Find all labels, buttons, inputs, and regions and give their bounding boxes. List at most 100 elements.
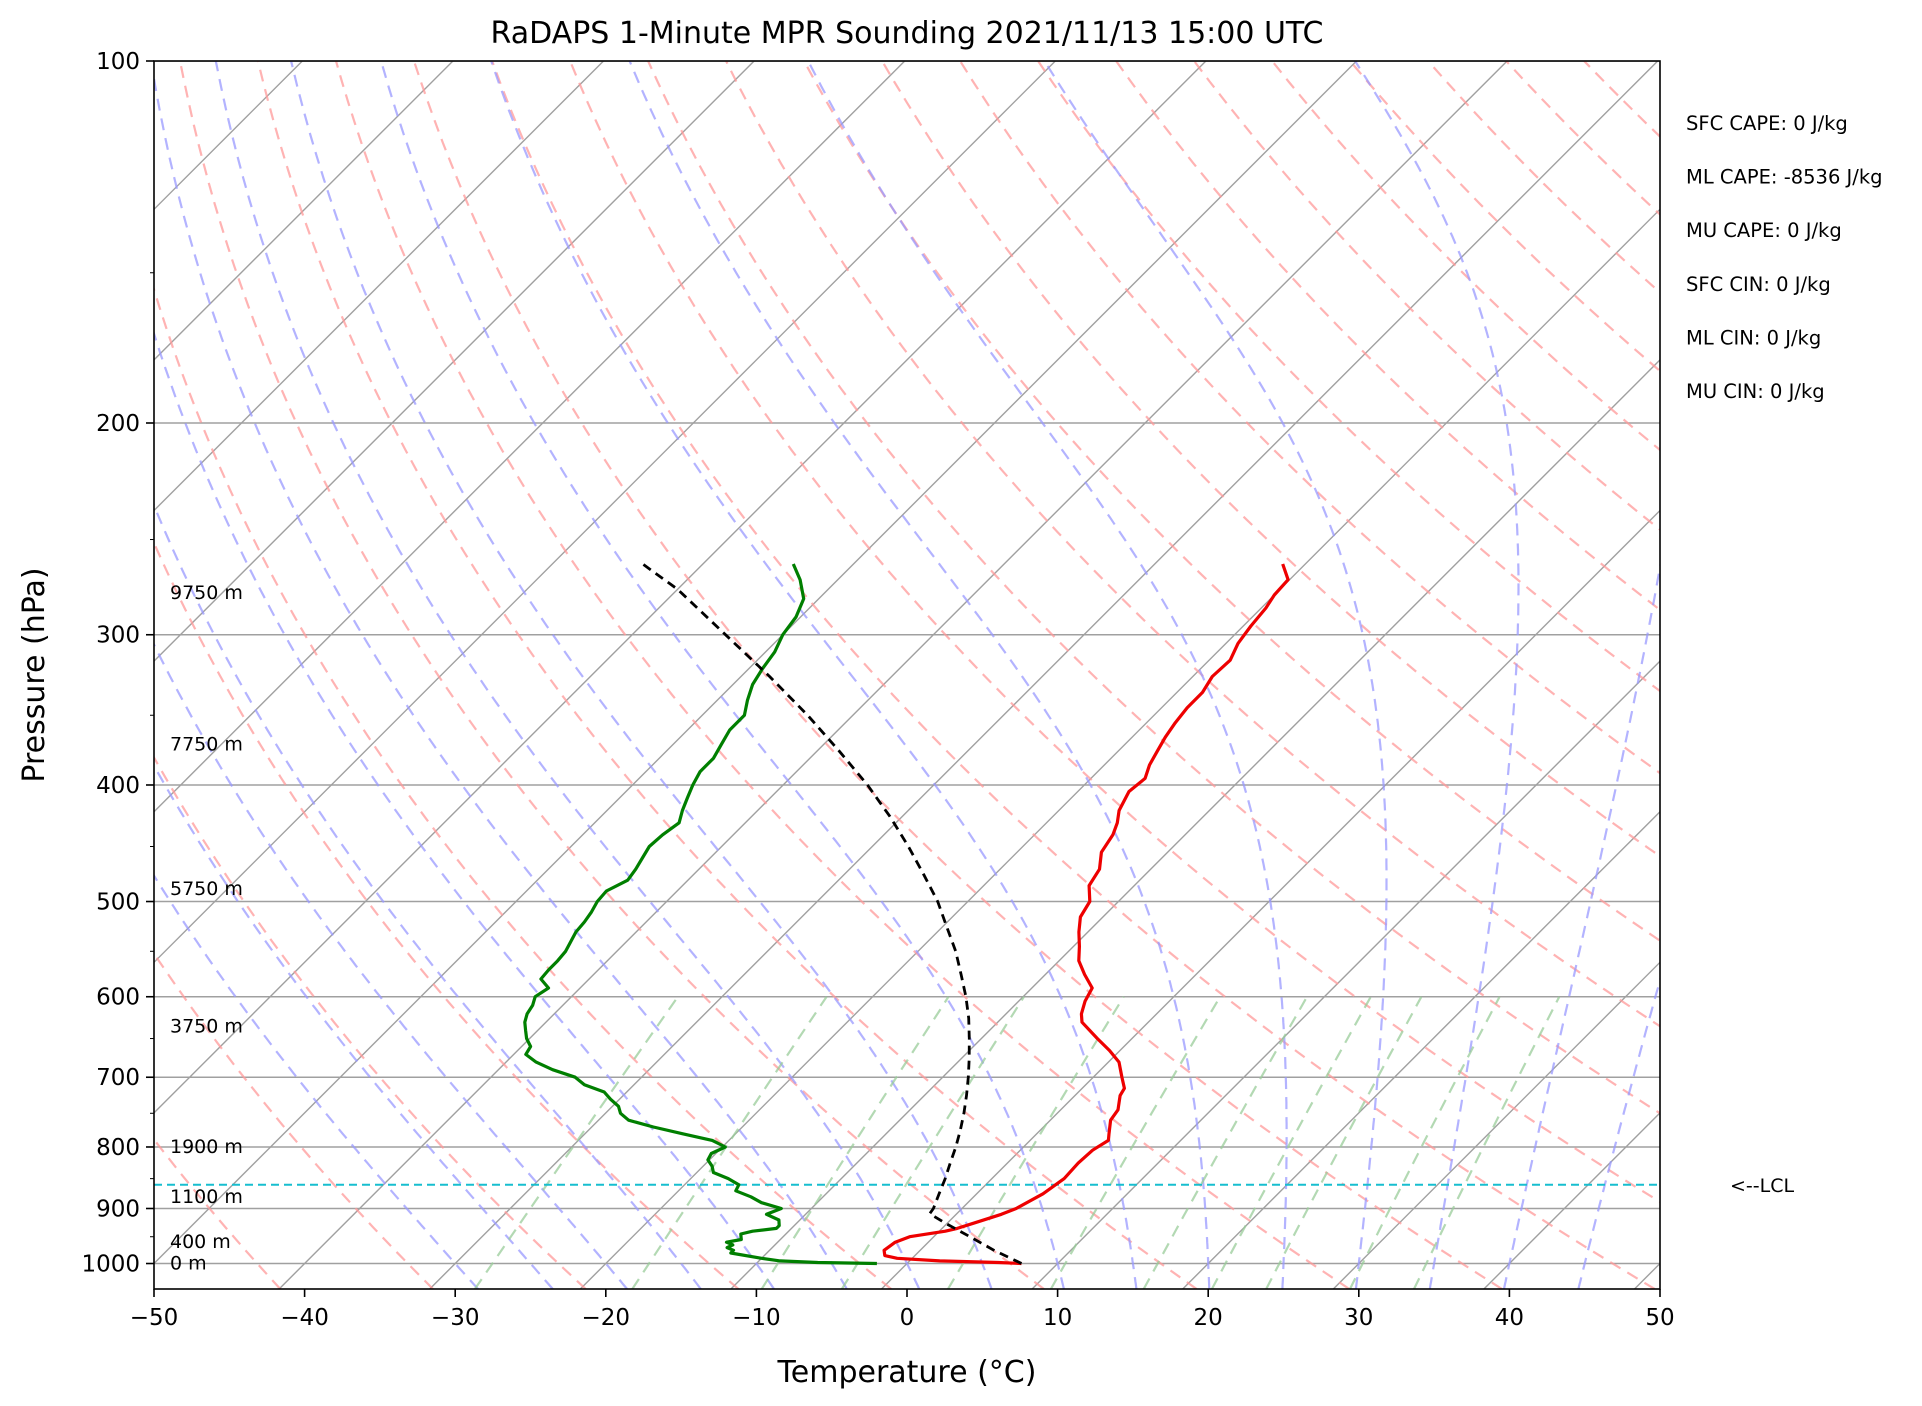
mixing-ratio-lines: [473, 996, 1561, 1289]
height-label: 9750 m: [170, 582, 243, 604]
sounding-series: [523, 562, 1290, 1266]
dry-adiabat-line: [647, 61, 1660, 1115]
y-tick-label: 400: [96, 773, 140, 799]
isotherm-line: [1332, 961, 1660, 1289]
dry-adiabat-line: [1505, 61, 1660, 216]
moist-adiabat-line: [154, 642, 628, 1289]
isotherm-line: [154, 61, 1056, 964]
dewpoint-line: [523, 563, 877, 1266]
y-tick-label: 1000: [81, 1252, 140, 1278]
isotherm-line: [429, 61, 1659, 1289]
height-label: 1100 m: [170, 1186, 243, 1208]
height-label: 3750 m: [170, 1015, 243, 1037]
x-tick-label: −40: [280, 1305, 329, 1331]
height-label: 1900 m: [170, 1136, 243, 1158]
dry-adiabat-line: [256, 61, 1198, 1289]
y-tick-label: 600: [96, 985, 140, 1011]
y-tick-label: 900: [96, 1196, 140, 1222]
isotherm-line: [154, 61, 454, 361]
isotherm-line: [154, 61, 755, 663]
isotherm-line: [154, 61, 1207, 1114]
dry-adiabat-line: [1740, 61, 1922, 1289]
isotherm-line: [154, 61, 906, 813]
isotherm-lines: [0, 61, 1660, 1289]
moist-adiabat-line: [290, 61, 993, 1289]
moist-adiabat-line: [154, 502, 702, 1289]
mixing-ratio-line: [840, 996, 1025, 1289]
isotherm-line: [1483, 1111, 1660, 1289]
mixing-ratio-line: [1413, 996, 1561, 1289]
isotherm-line: [154, 61, 1358, 1265]
isotherm-line: [0, 61, 1, 1289]
moist-adiabat-line: [154, 329, 775, 1289]
lcl-label: <--LCL: [1730, 1175, 1794, 1197]
moist-adiabat-lines: [154, 61, 1660, 1289]
dry-adiabat-line: [154, 285, 892, 1289]
x-tick-label: −30: [431, 1305, 480, 1331]
dry-adiabat-line: [154, 951, 434, 1289]
y-tick-label: 800: [96, 1135, 140, 1161]
dry-adiabat-line: [1193, 61, 1660, 531]
parameter-annotation: SFC CAPE: 0 J/kg: [1686, 112, 1848, 135]
isotherm-line: [154, 61, 605, 512]
x-axis-ticks: −50 −40 −30 −20 −10 0 10 20 30 40 50: [130, 1289, 1675, 1331]
x-tick-label: −10: [732, 1305, 781, 1331]
moist-adiabat-line: [807, 61, 1288, 1289]
dry-adiabat-line: [491, 61, 1656, 1289]
x-tick-label: 30: [1344, 1305, 1373, 1331]
parameter-annotation: MU CIN: 0 J/kg: [1686, 380, 1825, 403]
dry-adiabat-line: [1427, 61, 1660, 294]
parameter-annotation: ML CAPE: -8536 J/kg: [1686, 166, 1883, 189]
moist-adiabat-line: [1502, 561, 1660, 1289]
x-tick-label: −50: [130, 1305, 179, 1331]
mixing-ratio-line: [1049, 996, 1222, 1289]
moist-adiabat-line: [154, 763, 554, 1289]
parameter-annotation: MU CAPE: 0 J/kg: [1686, 219, 1842, 242]
dry-adiabat-line: [569, 61, 1660, 1204]
isotherm-line: [278, 61, 1508, 1289]
height-label: 0 m: [170, 1253, 207, 1275]
chart-title: RaDAPS 1-Minute MPR Sounding 2021/11/13 …: [491, 16, 1324, 51]
dry-adiabat-line: [154, 540, 740, 1289]
dry-adiabat-line: [154, 755, 587, 1289]
y-axis-ticks: 100 200 300 400 500 600 700 800 900 1000: [81, 49, 154, 1278]
moist-adiabat-line: [380, 61, 1065, 1289]
moist-adiabat-line: [490, 61, 1138, 1289]
y-axis-label: Pressure (hPa): [17, 567, 52, 782]
height-label: 5750 m: [170, 878, 243, 900]
y-tick-label: 200: [96, 411, 140, 437]
isotherm-line: [1182, 810, 1660, 1289]
dry-adiabat-line: [334, 61, 1350, 1289]
dry-adiabat-line: [1037, 61, 1660, 693]
y-tick-label: 500: [96, 890, 140, 916]
moist-adiabat-line: [154, 71, 848, 1289]
dry-adiabat-line: [178, 61, 1045, 1289]
x-tick-label: 0: [900, 1305, 915, 1331]
mixing-ratio-line: [1142, 996, 1308, 1289]
moist-adiabat-line: [1043, 61, 1388, 1289]
parcel-line: [641, 562, 1023, 1265]
dry-adiabat-lines: [154, 61, 1922, 1289]
moist-adiabat-line: [154, 873, 479, 1289]
moist-adiabat-line: [1577, 976, 1660, 1289]
y-tick-label: 100: [96, 49, 140, 75]
y-tick-label: 300: [96, 623, 140, 649]
x-tick-label: 20: [1194, 1305, 1223, 1331]
dry-adiabat-line: [959, 61, 1660, 775]
dry-adiabat-line: [412, 61, 1503, 1289]
x-tick-label: 40: [1495, 1305, 1524, 1331]
dry-adiabat-line: [1115, 61, 1660, 612]
temperature-line: [882, 563, 1290, 1266]
isotherm-line: [881, 509, 1660, 1289]
moist-adiabat-line: [628, 61, 1211, 1289]
moist-adiabat-line: [1354, 61, 1520, 1289]
parameter-annotation: SFC CIN: 0 J/kg: [1686, 273, 1831, 296]
dry-adiabat-line: [881, 61, 1660, 858]
mixing-ratio-line: [947, 996, 1125, 1289]
x-tick-label: 10: [1043, 1305, 1072, 1331]
isotherm-line: [1634, 1262, 1660, 1289]
height-label: 7750 m: [170, 733, 243, 755]
dry-adiabat-line: [1662, 61, 1922, 1289]
isotherm-line: [730, 358, 1660, 1289]
